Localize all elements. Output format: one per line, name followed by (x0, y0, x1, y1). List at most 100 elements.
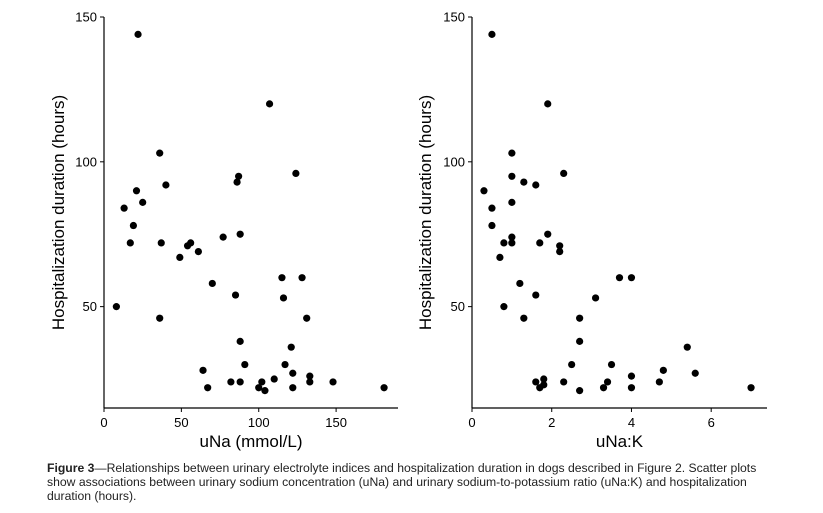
panel-2-x-tick-label: 4 (628, 415, 635, 430)
panel-1-data-point (134, 30, 142, 38)
panel-2-y-axis-title: Hospitalization duration (hours) (416, 95, 435, 330)
panel-2-data-point (627, 274, 636, 282)
panel-1-data-point (162, 181, 170, 189)
panel-2-y-tick-label: 150 (443, 10, 465, 25)
panel-1-x-tick-label: 50 (174, 415, 188, 430)
panel-2-data-point (655, 378, 663, 386)
panel-1-data-point (289, 369, 297, 377)
panel-2-y-tick-label: 100 (443, 154, 465, 169)
panel-2-data-point (691, 369, 699, 377)
panel-1-data-point (306, 372, 314, 380)
panel-1-chart: 50 100 150 0 50 100 150 uNa (mmol/L) Hospitaliza… (49, 10, 398, 451)
panel-1-data-point (235, 172, 243, 180)
panel-2-data-point (627, 372, 636, 380)
panel-1-data-point (156, 149, 164, 157)
panel-1-data-point (236, 378, 244, 386)
panel-1-data-point (231, 291, 240, 299)
panel-2-data-point (747, 384, 755, 392)
panel-1-data-point (303, 314, 311, 322)
panel-1-data-point (126, 239, 134, 247)
caption-text: —Relationships between urinary electroly… (47, 461, 757, 503)
panel-1-x-tick-label: 0 (100, 415, 107, 430)
panel-1-data-point (129, 221, 137, 230)
panel-2-data-point (508, 172, 516, 180)
panel-2-data-point (659, 366, 667, 374)
panel-2-data-point (568, 360, 576, 369)
panel-1-data-point (329, 378, 337, 386)
panel-2-data-point (508, 239, 516, 247)
panel-2-data-point (544, 100, 552, 108)
panel-2-data-point (591, 294, 600, 302)
panel-1-x-tick-label: 100 (248, 415, 270, 430)
panel-1-data-point (380, 384, 388, 392)
panel-1-data-point (265, 100, 274, 108)
panel-2-data-point (603, 378, 612, 386)
panel-2-data-point (508, 149, 516, 157)
panel-1-data-point (289, 384, 297, 392)
panel-2-data-point (544, 230, 552, 238)
panel-1-x-tick-label: 150 (325, 415, 347, 430)
panel-1-y-axis-title: Hospitalization duration (hours) (49, 95, 68, 330)
panel-1-data-point (183, 242, 192, 250)
panel-2-data-point (532, 181, 540, 189)
panel-1-data-point (236, 337, 244, 345)
panel-1-data-point (255, 384, 263, 392)
panel-1-data-point (120, 204, 128, 212)
figure: 50 100 150 0 50 100 150 uNa (mmol/L) Hospitaliza… (49, 10, 767, 451)
panel-2-data-point (556, 242, 564, 250)
panel-1-data-point (261, 387, 269, 395)
panel-2-data-point (576, 314, 584, 322)
panel-1-data-point (292, 169, 300, 177)
panel-1-data-point (227, 378, 235, 386)
panel-1-data-point (287, 343, 295, 351)
panel-2-data-point (496, 253, 504, 261)
panel-2-data-point (576, 387, 584, 395)
panel-2-x-tick-label: 0 (468, 415, 475, 430)
panel-2-data-point (540, 375, 548, 383)
panel-2-data-point (488, 30, 496, 38)
panel-2-data-point (508, 198, 516, 206)
panel-2-data-point (627, 384, 636, 392)
panel-2-data-point (488, 204, 496, 212)
panel-1-data-point (236, 230, 244, 238)
panel-2-data-point (516, 279, 524, 288)
panel-2-x-tick-label: 6 (708, 415, 715, 430)
panel-1-y-tick-label: 50 (83, 299, 97, 314)
panel-1-y-tick-label: 150 (75, 10, 97, 25)
panel-2-data-point (480, 187, 488, 195)
panel-2-data-point (500, 303, 508, 311)
panel-2-data-point (615, 274, 624, 282)
panel-2-data-point (500, 239, 508, 247)
panel-2-data-point (536, 239, 544, 247)
caption-label: Figure 3 (47, 461, 95, 475)
panel-2-data-point (520, 178, 528, 186)
panel-1-data-point (241, 360, 249, 369)
panel-2-x-tick-label: 2 (548, 415, 555, 430)
panel-1-data-point (298, 274, 306, 282)
panel-2-data-point (560, 169, 568, 177)
panel-1-data-point (279, 294, 288, 302)
panel-2-data-point (599, 384, 608, 392)
panel-1-data-point (306, 378, 314, 386)
panel-2-data-point (520, 314, 528, 322)
panel-1-data-point (156, 314, 164, 322)
panel-2-y-tick-label: 50 (451, 299, 465, 314)
panel-1-data-point (176, 253, 184, 261)
panel-2-data-point (508, 233, 516, 241)
panel-2-data-point (532, 378, 540, 386)
panel-2-data-point (556, 248, 564, 256)
panel-1-data-point (258, 378, 266, 386)
panel-1-data-point (132, 187, 141, 195)
panel-1-y-tick-label: 100 (75, 154, 97, 169)
panel-2-data-point (560, 378, 568, 386)
panel-2-chart: 50 100 150 0 2 4 6 uNa:K Hospitalization duratio… (416, 10, 767, 451)
panel-1-data-point (208, 279, 216, 288)
panel-1-data-point (219, 233, 227, 241)
panel-1-data-point (278, 274, 286, 282)
panel-1-data-point (139, 198, 147, 206)
panel-1-data-point (281, 360, 289, 369)
panel-2-data-point (683, 343, 691, 351)
panel-2-data-point (576, 337, 584, 345)
panel-1-data-point (233, 178, 241, 186)
panel-2-x-axis-title: uNa:K (596, 432, 644, 451)
